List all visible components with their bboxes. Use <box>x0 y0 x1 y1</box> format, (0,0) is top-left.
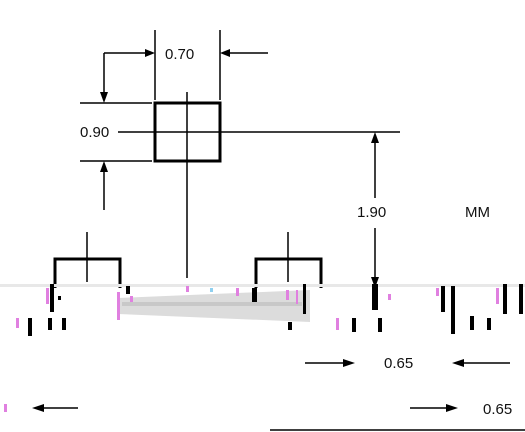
pad-width-dimension <box>103 30 268 100</box>
pad-offset-arrow-top <box>371 132 379 143</box>
pitch-lower-arrow-left <box>32 404 44 412</box>
pitch-lower-artifact <box>4 404 7 412</box>
pad-row-band <box>0 284 525 322</box>
pad-offset-label: 1.90 <box>357 204 386 221</box>
pitch-upper-arrow-right <box>452 359 464 367</box>
pad-width-label: 0.70 <box>165 46 194 63</box>
pad-height-arrow-top <box>100 92 108 103</box>
pad-height-label: 0.90 <box>80 124 109 141</box>
pitch-lower-arrow-right <box>446 404 458 412</box>
pad-row-artifacts <box>16 286 499 330</box>
pad-height-dimension <box>80 102 152 210</box>
top-pad-centerlines <box>118 92 400 278</box>
pitch-lower-label: 0.65 <box>483 401 512 418</box>
pitch-lower-dimension <box>40 407 525 431</box>
unit-label: MM <box>465 204 490 221</box>
pitch-upper-arrow-left <box>343 359 355 367</box>
pitch-upper-label: 0.65 <box>384 355 413 372</box>
pad-row-marks <box>28 284 523 336</box>
pad-height-arrow-bottom <box>100 161 108 172</box>
pad-offset-arrow-bottom <box>371 277 379 288</box>
pad-width-arrow-left <box>145 49 155 57</box>
pad-width-arrow-right <box>220 49 230 57</box>
